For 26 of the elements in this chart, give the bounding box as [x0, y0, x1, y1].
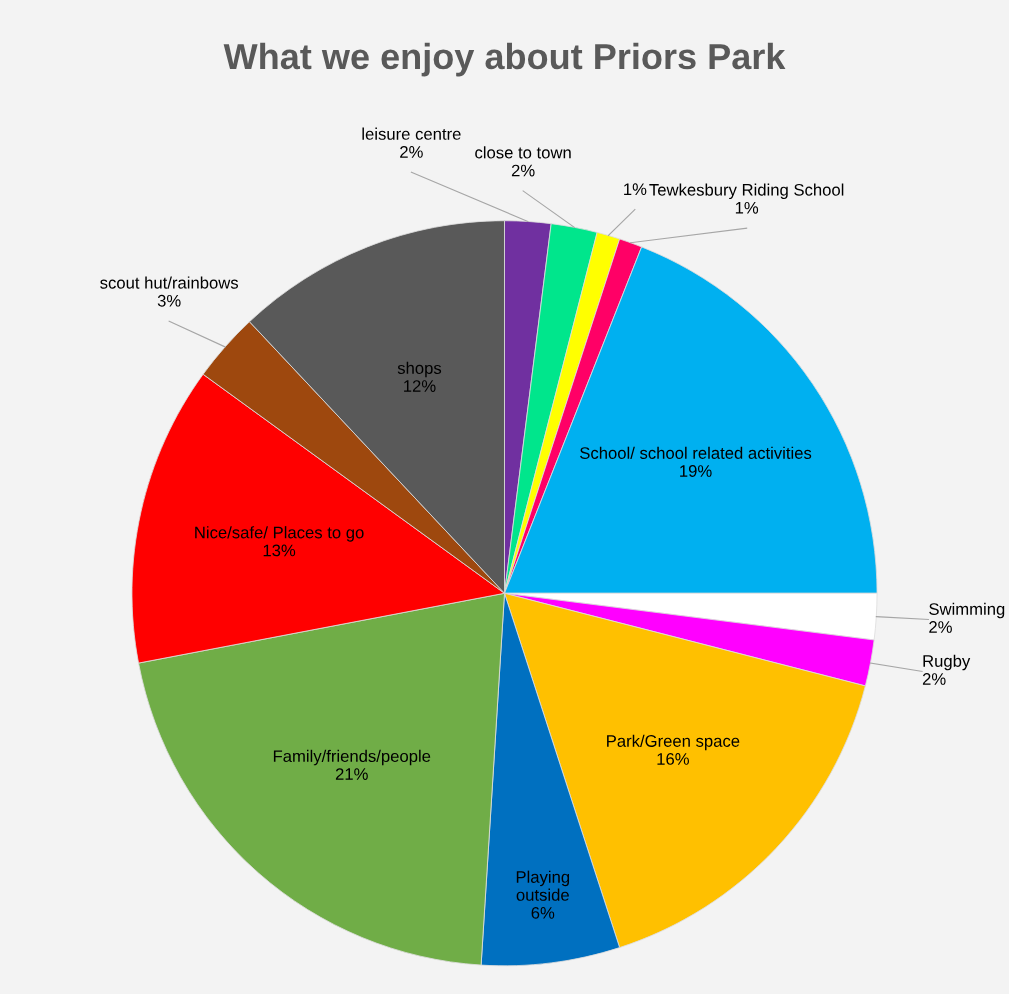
data-label: 16% — [657, 753, 689, 765]
data-label: 1% — [624, 183, 647, 195]
data-label: 1% — [735, 201, 759, 214]
data-label: 21% — [335, 768, 368, 780]
data-label: 3% — [157, 294, 181, 307]
slice-label: Family/friends/people — [273, 749, 431, 766]
slice-label: scout hut/rainbows — [100, 276, 239, 289]
slice-label: Rugby — [923, 654, 971, 671]
data-label: 2% — [511, 164, 535, 177]
data-label: 2% — [400, 146, 423, 158]
data-label: 2% — [929, 621, 952, 633]
data-label: 6% — [531, 906, 555, 919]
slice-label: School/ school related activities — [580, 446, 812, 459]
slice-label: Playing outside — [516, 870, 570, 901]
data-label: 13% — [263, 544, 296, 557]
data-label: 12% — [404, 380, 436, 392]
slice-label: Tewkesbury Riding School — [649, 183, 844, 200]
chart-title: What we enjoy about Priors Park — [223, 42, 786, 77]
slice-label: Nice/safe/ Places to go — [195, 526, 364, 542]
slice-label: leisure centre — [362, 127, 461, 140]
slice-label: Park/Green space — [607, 734, 740, 751]
data-label: 2% — [922, 673, 946, 685]
slice-label: shops — [397, 361, 442, 378]
slice-label: Swimming — [929, 602, 1005, 619]
data-label: 19% — [680, 465, 712, 477]
slice-label: close to town — [475, 146, 571, 159]
